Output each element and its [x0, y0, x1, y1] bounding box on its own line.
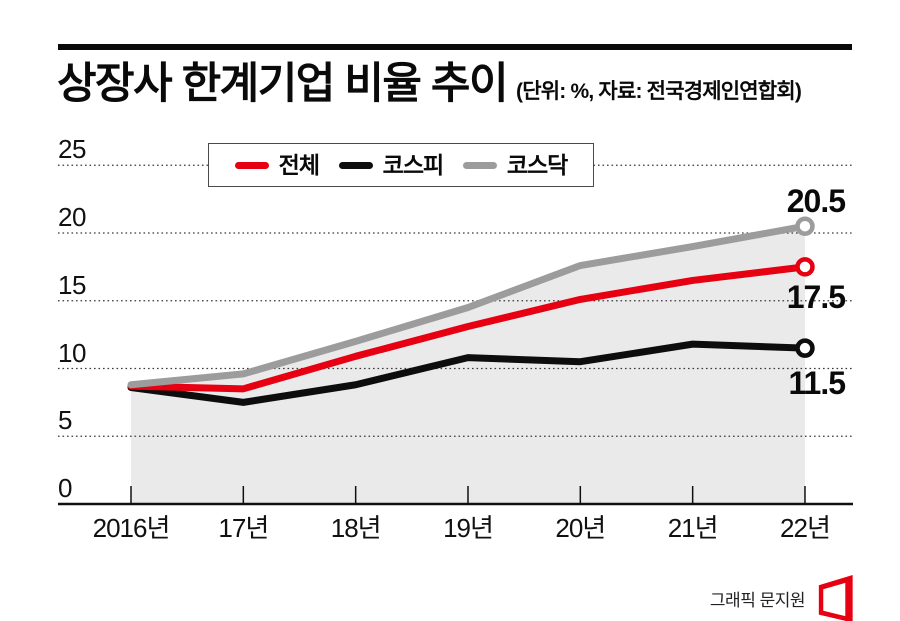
y-tick-label-10: 10	[58, 337, 86, 368]
top-rule	[58, 44, 852, 50]
x-tick-label-6: 22년	[780, 513, 831, 543]
legend: 전체 코스피 코스닥	[208, 143, 594, 187]
end-marker-total	[795, 257, 815, 277]
header: 상장사 한계기업 비율 추이 (단위: %, 자료: 전국경제인연합회)	[57, 60, 857, 108]
legend-swatch-kosdaq	[462, 161, 497, 169]
end-value-label-kosdaq: 20.5	[786, 183, 846, 220]
y-tick-label-15: 15	[58, 269, 86, 300]
end-value-label-total: 17.5	[786, 278, 846, 315]
credit-text: 그래픽 문지원	[709, 591, 806, 610]
chart-subtitle: (단위: %, 자료: 전국경제인연합회)	[516, 80, 802, 103]
area-fill-kosdaq	[131, 226, 805, 504]
x-tick-label-1: 17년	[218, 513, 269, 543]
y-tick-label-20: 20	[58, 202, 86, 232]
legend-item-kospi: 코스피	[338, 151, 444, 178]
x-tick-label-3: 19년	[443, 513, 494, 543]
line-total	[127, 263, 809, 393]
end-value-label-kospi: 11.5	[788, 365, 846, 402]
legend-item-kosdaq: 코스닥	[462, 151, 568, 178]
legend-swatch-total	[234, 161, 269, 169]
legend-item-total: 전체	[234, 151, 320, 178]
x-tick-label-0: 2016년	[92, 513, 171, 543]
legend-label-kospi: 코스피	[382, 151, 444, 178]
credit: 그래픽 문지원	[710, 574, 854, 621]
legend-swatch-kospi	[338, 161, 373, 169]
x-tick-label-2: 18년	[330, 513, 382, 543]
x-tick-label-4: 20년	[555, 513, 606, 543]
legend-label-kosdaq: 코스닥	[506, 151, 568, 178]
y-tick-label-5: 5	[58, 405, 72, 436]
page-title: 상장사 한계기업 비율 추이	[57, 60, 509, 108]
line-kosdaq	[127, 222, 809, 389]
y-tick-label-0: 0	[58, 473, 72, 503]
line-kospi	[127, 340, 809, 406]
x-tick-label-5: 21년	[667, 513, 719, 543]
end-marker-kosdaq	[795, 216, 815, 236]
publisher-logo-icon	[818, 574, 853, 621]
y-tick-label-25: 25	[58, 134, 86, 165]
legend-label-total: 전체	[278, 151, 320, 178]
end-marker-kospi	[795, 338, 815, 358]
